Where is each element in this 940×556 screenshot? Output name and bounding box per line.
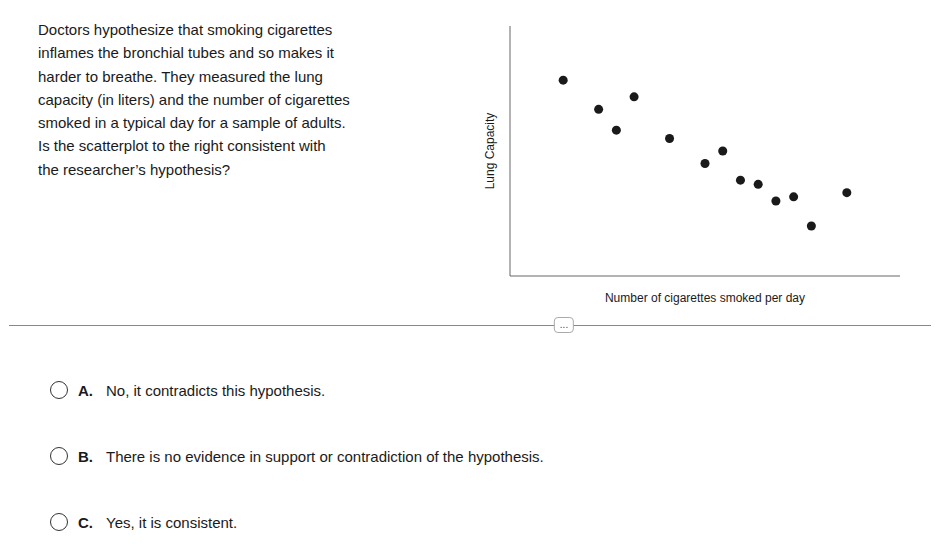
svg-text:Lung Capacity: Lung Capacity bbox=[483, 113, 497, 190]
html-text:B.: B. bbox=[78, 447, 93, 465]
html-text:There is no evidence in suppor: There is no evidence in support or contr… bbox=[106, 447, 544, 465]
html-text:Yes, it is consistent.: Yes, it is consistent. bbox=[106, 513, 238, 531]
html-text:A.: A. bbox=[78, 381, 93, 399]
html-text:Doctors hypothesize that smoki: Doctors hypothesize that smoking cigaret… bbox=[38, 21, 350, 178]
html-text:No, it contradicts this hypoth: No, it contradicts this hypothesis. bbox=[106, 381, 326, 399]
html-text:C.: C. bbox=[78, 513, 93, 531]
svg-text:Number of cigarettes smoked pe: Number of cigarettes smoked per day bbox=[605, 291, 805, 305]
